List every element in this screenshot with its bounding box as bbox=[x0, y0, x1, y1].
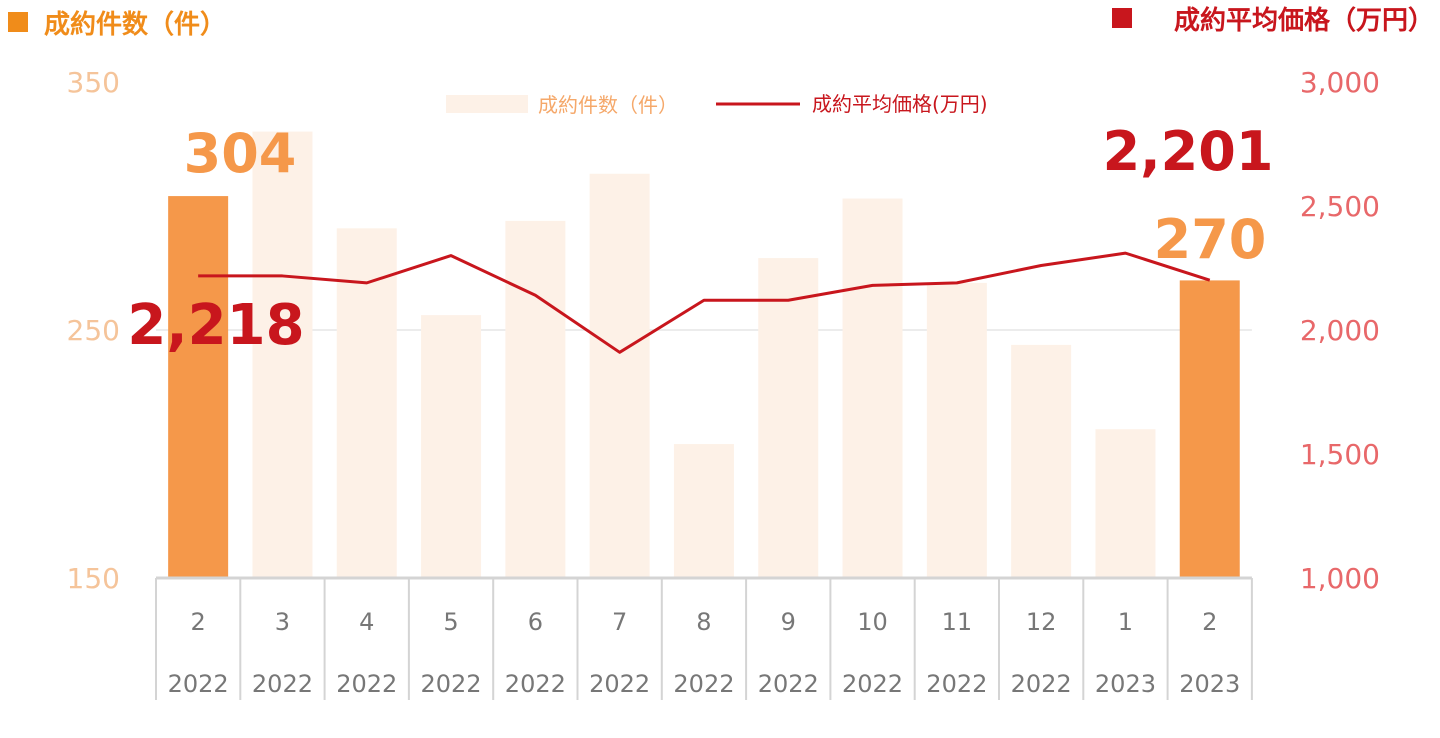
x-tick-year: 2022 bbox=[589, 670, 650, 698]
bar bbox=[1011, 344, 1072, 578]
x-tick-month: 11 bbox=[942, 608, 973, 636]
y-right-tick: 1,500 bbox=[1300, 438, 1380, 471]
bar bbox=[336, 228, 397, 578]
bar-highlight bbox=[168, 196, 229, 578]
x-tick-month: 2 bbox=[1202, 608, 1217, 636]
x-tick-year: 2023 bbox=[1095, 670, 1156, 698]
y-right-tick: 1,000 bbox=[1300, 562, 1380, 595]
x-tick-year: 2022 bbox=[758, 670, 819, 698]
bar bbox=[252, 131, 313, 578]
y-right-tick: 2,000 bbox=[1300, 314, 1380, 347]
bar bbox=[1095, 429, 1156, 578]
x-tick-month: 4 bbox=[359, 608, 374, 636]
y-left-tick: 350 bbox=[67, 66, 120, 99]
bar bbox=[589, 173, 650, 578]
legend-bar-swatch bbox=[446, 95, 528, 113]
x-tick-month: 10 bbox=[857, 608, 888, 636]
x-tick-year: 2022 bbox=[252, 670, 313, 698]
x-tick-month: 8 bbox=[696, 608, 711, 636]
y-left-tick: 150 bbox=[67, 562, 120, 595]
x-tick-year: 2022 bbox=[842, 670, 903, 698]
x-tick-month: 2 bbox=[191, 608, 206, 636]
x-tick-month: 12 bbox=[1026, 608, 1057, 636]
x-tick-year: 2022 bbox=[505, 670, 566, 698]
x-tick-month: 7 bbox=[612, 608, 627, 636]
callout-last-line: 2,201 bbox=[1103, 120, 1274, 183]
x-tick-year: 2023 bbox=[1179, 670, 1240, 698]
y-left-tick: 250 bbox=[67, 314, 120, 347]
y-right-tick: 2,500 bbox=[1300, 190, 1380, 223]
callout-first-bar: 304 bbox=[184, 122, 297, 185]
bar bbox=[421, 315, 482, 578]
x-tick-month: 9 bbox=[781, 608, 796, 636]
right-title-swatch bbox=[1112, 8, 1132, 28]
x-tick-year: 2022 bbox=[336, 670, 397, 698]
right-axis-title: 成約平均価格（万円） bbox=[1174, 5, 1434, 36]
x-tick-year: 2022 bbox=[421, 670, 482, 698]
bar-highlight bbox=[1179, 280, 1240, 578]
x-tick-month: 6 bbox=[528, 608, 543, 636]
bar bbox=[926, 282, 987, 578]
legend-bar-label: 成約件数（件） bbox=[538, 93, 678, 117]
left-title-swatch bbox=[8, 12, 28, 32]
x-tick-year: 2022 bbox=[673, 670, 734, 698]
bars bbox=[168, 131, 1240, 578]
callout-first-line: 2,218 bbox=[127, 293, 304, 358]
x-tick-year: 2022 bbox=[168, 670, 229, 698]
x-tick-month: 1 bbox=[1118, 608, 1133, 636]
callout-last-bar: 270 bbox=[1154, 208, 1267, 271]
axes: 2 2022 3 2022 4 2022 5 2022 6 2022 7 2022 8 2022 9 2022… bbox=[67, 66, 1380, 700]
x-tick-month: 5 bbox=[443, 608, 458, 636]
price-line bbox=[198, 251, 1211, 354]
y-right-tick: 3,000 bbox=[1300, 66, 1380, 99]
bar bbox=[842, 198, 903, 578]
x-tick-year: 2022 bbox=[926, 670, 987, 698]
left-axis-title: 成約件数（件） bbox=[44, 9, 226, 40]
legend-line-label: 成約平均価格(万円) bbox=[812, 92, 988, 116]
price-line-series bbox=[198, 251, 1211, 354]
bar bbox=[758, 258, 819, 578]
bar bbox=[673, 444, 734, 578]
x-tick-month: 3 bbox=[275, 608, 290, 636]
x-tick-year: 2022 bbox=[1011, 670, 1072, 698]
bar bbox=[505, 220, 566, 578]
